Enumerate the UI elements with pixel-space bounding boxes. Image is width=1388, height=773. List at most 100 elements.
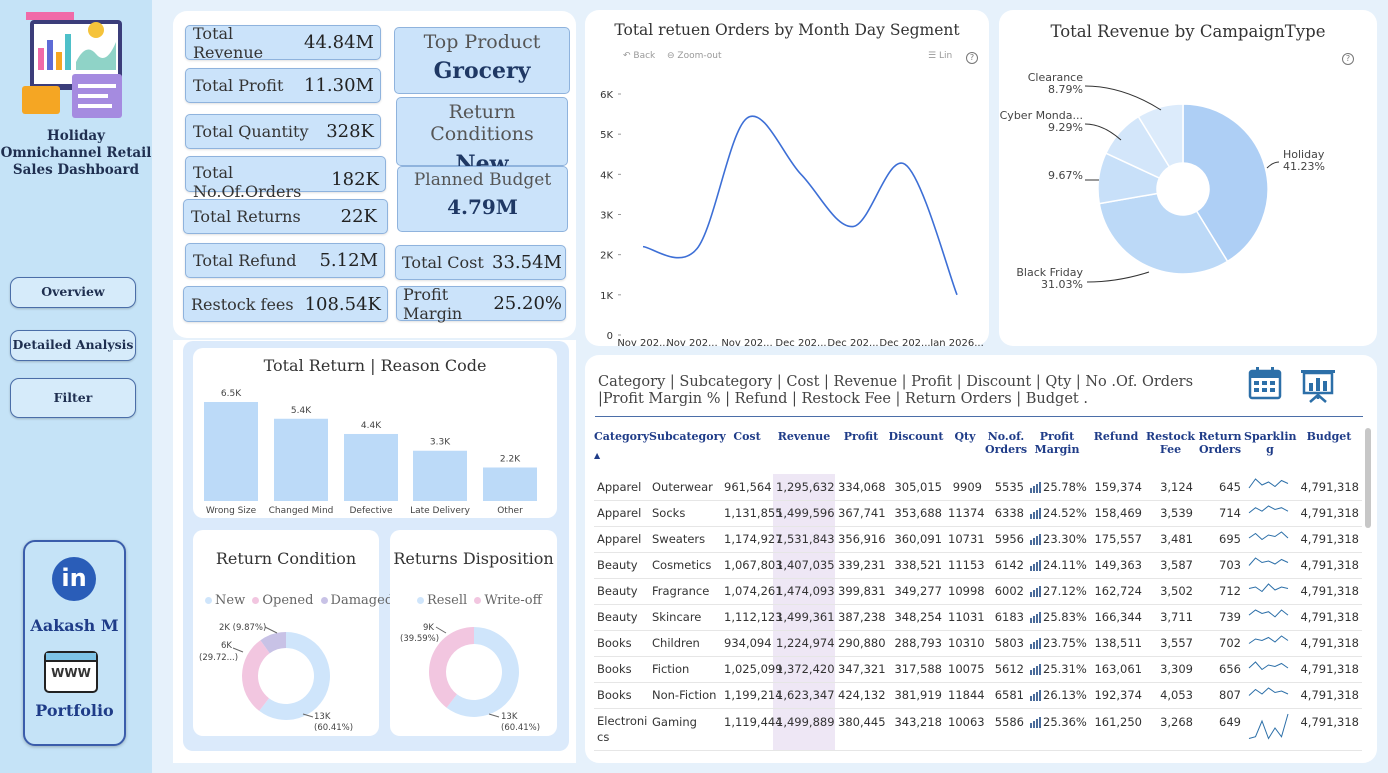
kpi-value: Grocery bbox=[433, 58, 531, 84]
column-header[interactable]: Restock Fee bbox=[1145, 430, 1196, 456]
presentation-chart-icon[interactable] bbox=[1300, 367, 1336, 403]
bar-category-label: Defective bbox=[349, 506, 392, 516]
pie-label: 8.79% bbox=[1048, 83, 1083, 96]
table-cell: 1,474,093 bbox=[773, 578, 835, 605]
x-tick-label: Nov 202... bbox=[617, 338, 668, 346]
column-header[interactable]: Profit Margin bbox=[1034, 430, 1080, 456]
donut-leader-line bbox=[435, 626, 447, 634]
zoom-out-button[interactable]: ⊖ Zoom-out bbox=[667, 51, 722, 61]
donut-leader-line bbox=[302, 713, 314, 718]
table-row[interactable]: Beauty Cosmetics 1,067,803 1,407,035 339,231… bbox=[594, 552, 1362, 579]
pie-label: Black Friday bbox=[1016, 266, 1083, 279]
table-cell: 11153 bbox=[945, 552, 985, 579]
table-cell: 6581 bbox=[985, 682, 1027, 709]
column-header[interactable]: Discount bbox=[888, 430, 944, 443]
table-row[interactable]: Beauty Skincare 1,112,123 1,499,361 387,238 3… bbox=[594, 604, 1362, 631]
table-row[interactable]: Apparel Outerwear 961,564 1,295,632 334,068 3… bbox=[594, 474, 1362, 501]
table-cell: 367,741 bbox=[835, 500, 887, 527]
table-cell: 6338 bbox=[985, 500, 1027, 527]
column-header[interactable]: Profit bbox=[843, 430, 879, 443]
bar-chart-icon bbox=[1030, 690, 1041, 701]
column-header[interactable]: Subcategory bbox=[649, 430, 726, 443]
table-cell: Cosmetics bbox=[649, 552, 721, 579]
kpi-label: Top Product bbox=[423, 31, 541, 53]
nav-overview-button[interactable]: Overview bbox=[10, 277, 136, 308]
kpi-label: Total Cost bbox=[402, 253, 484, 272]
sparkline bbox=[1248, 582, 1289, 592]
www-icon[interactable]: WWW bbox=[44, 651, 98, 693]
pie-leader-line bbox=[1084, 85, 1162, 111]
table-cell: Electroni cs bbox=[594, 708, 649, 751]
column-header[interactable]: No.of. Orders bbox=[985, 430, 1028, 456]
column-header[interactable]: Budget bbox=[1306, 430, 1352, 443]
table-cell: 192,374 bbox=[1087, 682, 1145, 709]
table-cell: 138,511 bbox=[1087, 630, 1145, 657]
bar-category-label: Late Delivery bbox=[410, 506, 470, 516]
table-cell: 334,068 bbox=[835, 474, 887, 501]
portfolio-link[interactable]: Portfolio bbox=[35, 701, 114, 720]
bar-chart-icon bbox=[1030, 612, 1041, 623]
column-header[interactable]: Revenue bbox=[777, 430, 831, 443]
table-row[interactable]: Books Children 934,094 1,224,974 290,880 288,… bbox=[594, 630, 1362, 657]
table-cell: 23.30% bbox=[1027, 526, 1087, 553]
sparkline bbox=[1248, 686, 1289, 696]
column-header[interactable]: Return Orders bbox=[1198, 430, 1242, 456]
table-row[interactable]: Apparel Socks 1,131,855 1,499,596 367,741 353… bbox=[594, 500, 1362, 527]
column-header[interactable]: Cost bbox=[733, 430, 761, 443]
table-cell: 5586 bbox=[985, 708, 1027, 751]
table-cell: 305,015 bbox=[887, 474, 945, 501]
table-cell: 645 bbox=[1196, 474, 1244, 501]
linkedin-icon[interactable]: in bbox=[52, 557, 96, 601]
table-row[interactable]: Beauty Fragrance 1,074,261 1,474,093 399,831… bbox=[594, 578, 1362, 605]
table-cell: 163,061 bbox=[1087, 656, 1145, 683]
table-cell: Gaming bbox=[649, 708, 721, 751]
zoom-icon: ⊖ bbox=[667, 51, 678, 61]
nav-detailed-analysis-button[interactable]: Detailed Analysis bbox=[10, 330, 136, 361]
table-row[interactable]: Books Fiction 1,025,099 1,372,420 347,321 317… bbox=[594, 656, 1362, 683]
bar-chart-icon bbox=[1030, 534, 1041, 545]
column-header[interactable]: Sparklin g bbox=[1244, 430, 1297, 456]
table-cell: 656 bbox=[1196, 656, 1244, 683]
help-icon[interactable]: ? bbox=[966, 52, 978, 64]
table-cell: 381,919 bbox=[887, 682, 945, 709]
kpi-label: Total Profit bbox=[193, 76, 284, 95]
x-tick-label: Dec 202... bbox=[827, 338, 878, 346]
calendar-icon[interactable] bbox=[1248, 367, 1282, 400]
bar-value-label: 3.3K bbox=[430, 438, 451, 448]
sparkline bbox=[1248, 504, 1289, 513]
list-icon: ☰ bbox=[928, 51, 939, 61]
bar-chart-icon bbox=[1030, 664, 1041, 675]
sort-arrow-icon[interactable]: ▲ bbox=[594, 450, 601, 460]
help-icon[interactable]: ? bbox=[1342, 53, 1354, 65]
table-cell: 11031 bbox=[945, 604, 985, 631]
table-cell: 3,539 bbox=[1145, 500, 1196, 527]
donut-label: 13K bbox=[501, 712, 518, 722]
scale-toggle-button[interactable]: ☰ Lin bbox=[928, 51, 953, 61]
y-tick-label: 1K bbox=[600, 291, 613, 302]
bar-chart-card: Total Return | Reason Code 6.5K Wrong Siz… bbox=[193, 348, 557, 518]
detail-table-scroll[interactable]: Category ▲ Subcategory Cost Revenue Profit Dis… bbox=[594, 428, 1362, 758]
table-scrollbar[interactable] bbox=[1365, 428, 1371, 528]
table-cell: 387,238 bbox=[835, 604, 887, 631]
table-cell: 347,321 bbox=[835, 656, 887, 683]
bar-chart-icon bbox=[1030, 508, 1041, 519]
nav-filter-button[interactable]: Filter bbox=[10, 378, 136, 418]
donut-label: 13K bbox=[314, 712, 331, 722]
kpi-value: 182K bbox=[331, 169, 379, 190]
table-cell: 961,564 bbox=[721, 474, 773, 501]
table-row[interactable]: Apparel Sweaters 1,174,927 1,531,843 356,916… bbox=[594, 526, 1362, 553]
bar-value-label: 5.4K bbox=[291, 406, 312, 416]
column-header[interactable]: Refund bbox=[1093, 430, 1139, 443]
column-header[interactable]: Qty bbox=[954, 430, 976, 443]
back-button[interactable]: ↶ Back bbox=[623, 51, 656, 61]
table-cell: 4,791,318 bbox=[1296, 526, 1362, 553]
table-cell: 166,344 bbox=[1087, 604, 1145, 631]
table-row[interactable]: Electroni cs Gaming 1,119,444 1,499,889 380,… bbox=[594, 708, 1362, 751]
column-header[interactable]: Category ▲ bbox=[594, 430, 650, 460]
table-cell: 10063 bbox=[945, 708, 985, 751]
bar-category-label: Wrong Size bbox=[206, 506, 257, 516]
kpi-total-returns: Total Returns 22K bbox=[183, 199, 388, 234]
bar-category-label: Changed Mind bbox=[269, 506, 334, 516]
table-row[interactable]: Books Non-Fiction 1,199,214 1,623,347 424,13… bbox=[594, 682, 1362, 709]
